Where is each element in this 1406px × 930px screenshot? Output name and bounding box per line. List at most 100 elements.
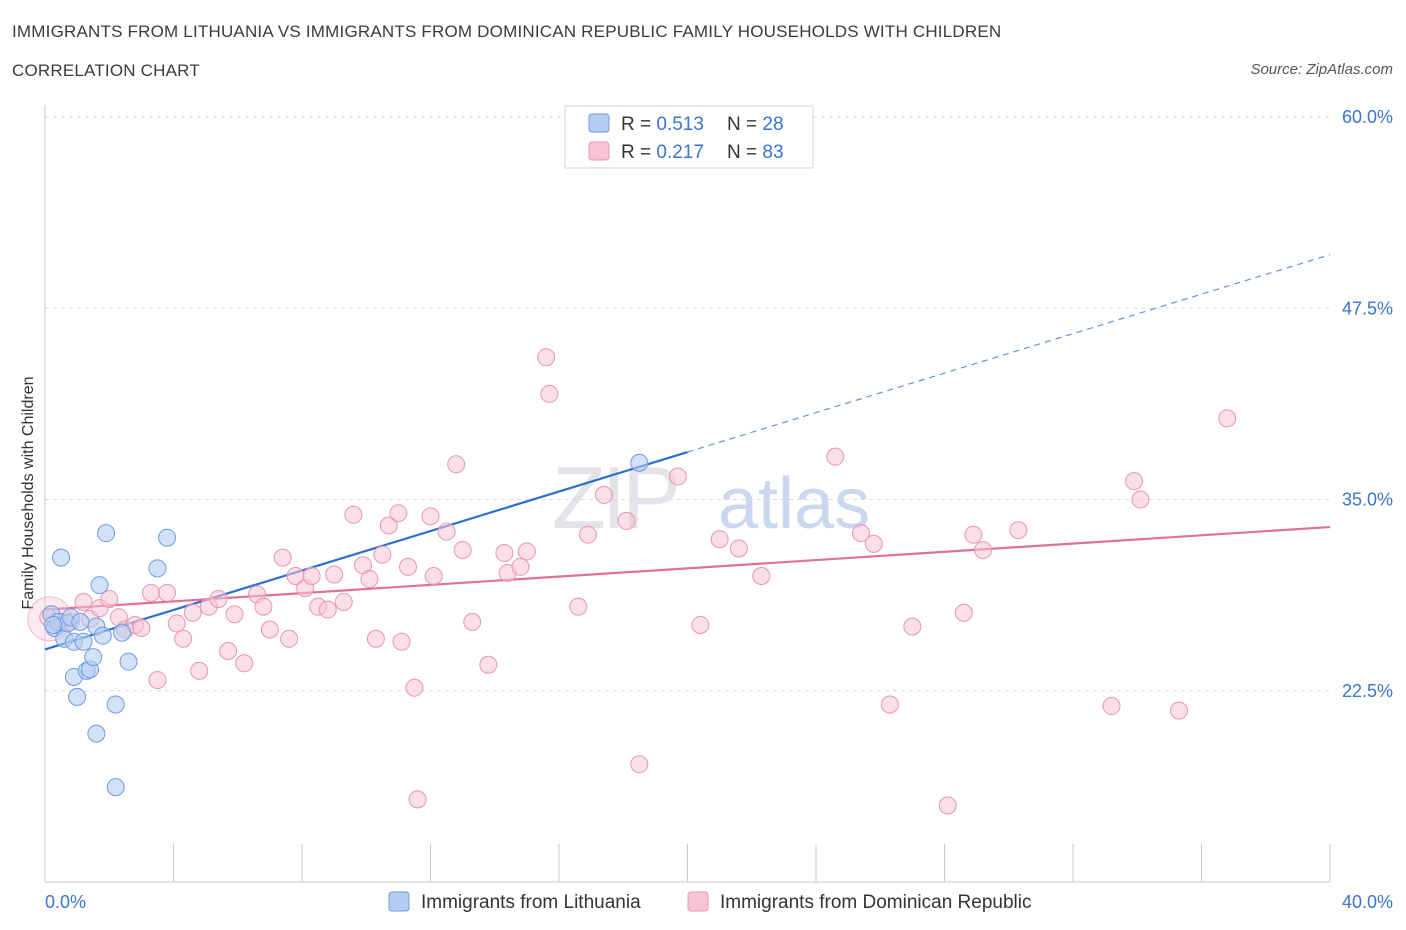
chart-subtitle: CORRELATION CHART <box>12 61 200 80</box>
dominican-point <box>280 629 299 648</box>
series-legend: Immigrants from Lithuania Immigrants fro… <box>388 891 1032 913</box>
dominican-point <box>938 796 957 815</box>
dominican-point <box>463 612 482 631</box>
legend-swatch-lithuania <box>588 113 610 133</box>
dominican-point <box>260 620 279 639</box>
dominican-point <box>903 617 922 636</box>
dominican-point <box>379 516 398 535</box>
dominican-point <box>225 605 244 624</box>
x-tick-labels: 0.0% 40.0% <box>45 892 1393 912</box>
lithuania-point <box>87 724 106 743</box>
dominican-point <box>273 548 292 567</box>
bottom-legend-label-lithuania: Immigrants from Lithuania <box>421 892 641 913</box>
lithuania-point <box>68 687 87 706</box>
dominican-point <box>864 534 883 553</box>
dominican-point <box>453 540 472 559</box>
dominican-point <box>1102 697 1121 716</box>
lithuania-point <box>113 623 132 642</box>
trend-line-dominican <box>44 525 1331 611</box>
legend-n-label-lithuania: N = <box>727 114 762 135</box>
dominican-point <box>1170 701 1189 720</box>
dominican-point <box>511 557 530 576</box>
dominican-point <box>826 447 845 466</box>
y-tick-label: 47.5% <box>1342 298 1393 318</box>
y-tick-label: 60.0% <box>1342 107 1393 127</box>
legend-swatch-dominican <box>588 141 610 161</box>
x-tick-label-max: 40.0% <box>1342 892 1393 912</box>
dominican-point <box>209 589 228 608</box>
axes <box>44 105 1331 883</box>
dominican-point <box>1125 472 1144 491</box>
dominican-point <box>752 567 771 585</box>
legend-r-value-lithuania: 0.513 <box>656 114 704 135</box>
lithuania-point <box>106 778 125 797</box>
lithuania-point <box>71 612 90 631</box>
dominican-point <box>366 629 385 648</box>
dominican-point <box>569 597 588 616</box>
dominican-point <box>100 589 119 608</box>
svg-text:R = 0.217: R = 0.217 <box>621 142 704 163</box>
bottom-legend-label-dominican: Immigrants from Dominican Republic <box>720 892 1032 913</box>
dominican-point <box>851 524 870 543</box>
dominican-point <box>174 629 193 648</box>
dominican-point <box>668 467 687 486</box>
dominican-point <box>190 661 209 680</box>
dominican-point <box>408 790 427 809</box>
lithuania-point <box>158 528 177 547</box>
stats-legend: R = 0.513 N = 28 R = 0.217 N = 83 <box>564 105 814 169</box>
dominican-point <box>421 507 440 526</box>
dominican-point <box>447 455 466 474</box>
dominican-point <box>594 485 613 504</box>
legend-n-value-dominican: 83 <box>762 142 783 163</box>
dominican-point <box>132 619 151 638</box>
dominican-point <box>479 655 498 674</box>
y-tick-label: 35.0% <box>1342 490 1393 510</box>
dominican-point <box>954 603 973 622</box>
dominican-point <box>517 542 536 561</box>
grid-lines <box>45 116 1330 692</box>
lithuania-point <box>74 632 93 651</box>
y-axis-label: Family Households with Children <box>20 377 37 610</box>
trend-line-lithuania-extension <box>687 254 1331 453</box>
bottom-legend-swatch-dominican <box>687 891 709 912</box>
y-tick-label: 22.5% <box>1342 681 1393 701</box>
dominican-point <box>540 384 559 403</box>
svg-text:N = 28: N = 28 <box>727 114 784 135</box>
dominican-point <box>334 593 353 612</box>
lithuania-point <box>52 548 71 567</box>
legend-n-label-dominican: N = <box>727 142 762 163</box>
dominican-point <box>148 671 167 690</box>
dominican-point <box>617 511 636 530</box>
dominican-point <box>325 565 344 584</box>
dominican-point <box>729 539 748 558</box>
dominican-point <box>1009 521 1028 540</box>
dominican-point <box>710 530 729 549</box>
watermark-zip: ZIP <box>552 448 677 547</box>
dominican-point <box>142 583 161 602</box>
lithuania-point <box>148 559 167 578</box>
legend-r-label-dominican: R = <box>621 142 656 163</box>
dominican-point <box>373 545 392 564</box>
dominican-point <box>424 567 443 585</box>
lithuania-point <box>97 524 116 543</box>
dominican-point <box>405 678 424 697</box>
dominican-point <box>344 505 363 524</box>
dominican-point <box>318 600 337 619</box>
lithuania-point <box>630 453 649 472</box>
lithuania-point <box>93 626 112 645</box>
dominican-point <box>302 567 321 585</box>
bottom-legend-swatch-lithuania <box>388 891 410 912</box>
lithuania-point <box>84 648 103 667</box>
lithuania-point <box>44 615 63 634</box>
legend-r-value-dominican: 0.217 <box>656 142 704 163</box>
source-label: Source: ZipAtlas.com <box>1250 61 1393 78</box>
trend-line-lithuania <box>44 451 688 651</box>
dominican-point <box>235 654 254 673</box>
dominican-point <box>1218 409 1237 428</box>
lithuania-point <box>119 652 138 671</box>
dominican-point <box>392 632 411 651</box>
watermark: ZIP atlas <box>552 448 870 547</box>
lithuania-point <box>90 576 109 595</box>
legend-r-label-lithuania: R = <box>621 114 656 135</box>
